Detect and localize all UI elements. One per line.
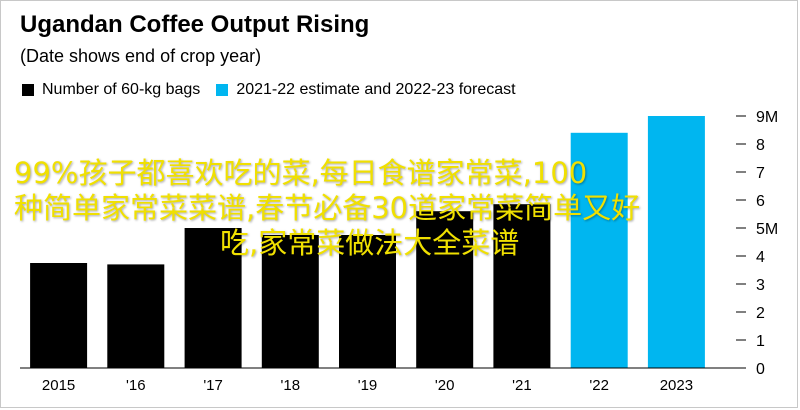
bar-3 xyxy=(261,235,319,368)
x-tick-label-6: '21 xyxy=(512,377,532,394)
y-tick-label-9: 9M xyxy=(756,109,778,126)
overlay-line-2: 种简单家常菜菜谱,春节必备30道家常菜简单又好 xyxy=(14,191,641,225)
y-tick-label-5: 5M xyxy=(756,221,778,238)
y-tick-label-6: 6 xyxy=(756,193,765,210)
bar-6 xyxy=(493,204,551,368)
bar-2 xyxy=(184,228,242,368)
bar-7 xyxy=(570,132,628,368)
chart-subtitle: (Date shows end of crop year) xyxy=(20,46,262,66)
legend: Number of 60-kg bags 2021-22 estimate an… xyxy=(22,81,532,99)
x-tick-label-2: '17 xyxy=(203,377,223,394)
y-tick-label-3: 3 xyxy=(756,277,765,294)
x-tick-label-1: '16 xyxy=(126,377,146,394)
watermark-text-overlay: 99%孩子都喜欢吃的菜,每日食谱家常菜,100 种简单家常菜菜谱,春节必备30道… xyxy=(14,156,754,261)
legend-item-bags: Number of 60-kg bags xyxy=(22,81,200,99)
legend-swatch-bags xyxy=(22,84,34,96)
bar-8 xyxy=(647,116,705,368)
x-tick-label-3: '18 xyxy=(281,377,301,394)
x-tick-label-4: '19 xyxy=(358,377,378,394)
bar-1 xyxy=(107,264,165,368)
x-tick-label-7: '22 xyxy=(589,377,609,394)
y-tick-label-1: 1 xyxy=(756,333,765,350)
overlay-line-1: 99%孩子都喜欢吃的菜,每日食谱家常菜,100 xyxy=(14,156,588,190)
legend-label-bags: Number of 60-kg bags xyxy=(42,81,201,98)
overlay-line-3: 吃,家常菜做法大全菜谱 xyxy=(220,226,520,260)
y-tick-label-7: 7 xyxy=(756,165,765,182)
bar-0 xyxy=(30,263,88,368)
bar-4 xyxy=(339,235,396,368)
x-tick-label-0: 2015 xyxy=(42,377,75,394)
x-tick-label-5: '20 xyxy=(435,377,455,394)
x-tick-label-8: 2023 xyxy=(660,377,693,394)
chart-title: Ugandan Coffee Output Rising xyxy=(20,11,370,38)
y-tick-label-2: 2 xyxy=(756,305,765,322)
legend-label-forecast: 2021-22 estimate and 2022-23 forecast xyxy=(236,81,516,98)
y-tick-label-8: 8 xyxy=(756,137,765,154)
legend-item-forecast: 2021-22 estimate and 2022-23 forecast xyxy=(216,81,516,99)
y-tick-label-4: 4 xyxy=(756,249,765,266)
legend-swatch-forecast xyxy=(216,84,229,96)
y-tick-label-0: 0 xyxy=(756,361,765,378)
bar-5 xyxy=(416,211,474,368)
